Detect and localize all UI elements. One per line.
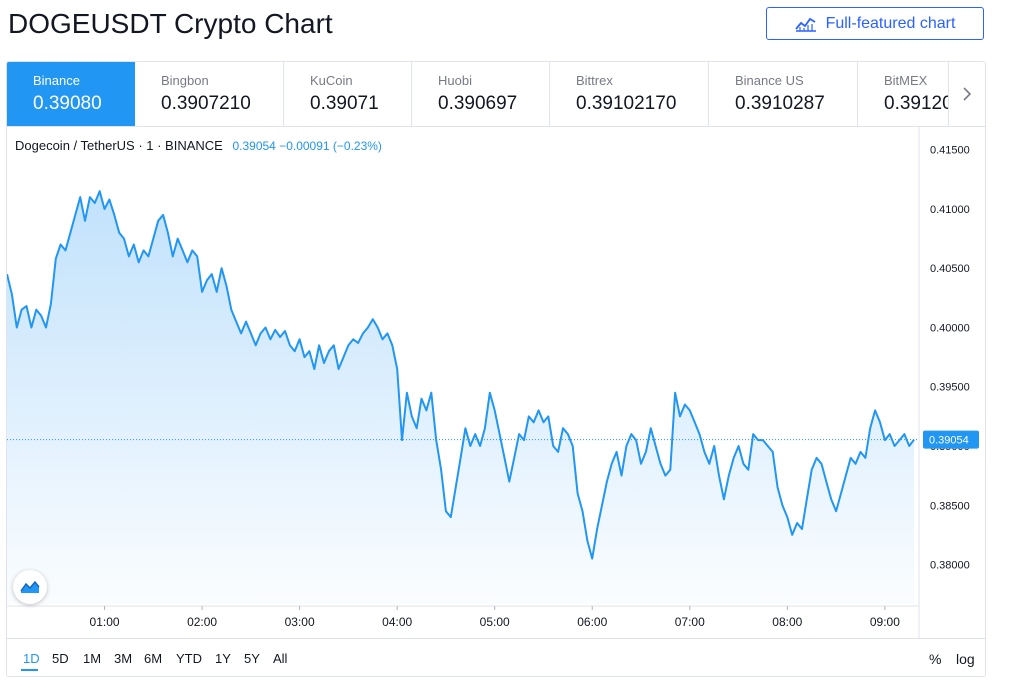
range-1y[interactable]: 1Y xyxy=(215,651,231,666)
exchange-tab-bittrex[interactable]: Bittrex 0.39102170 xyxy=(550,62,709,126)
price-tick-label: 0.39500 xyxy=(930,382,970,394)
range-active-indicator xyxy=(21,669,38,671)
time-tick-label: 09:00 xyxy=(870,615,900,629)
chevron-right-icon xyxy=(963,87,972,101)
log-scale-toggle[interactable]: log xyxy=(956,651,975,667)
exchange-tab-bitmex[interactable]: BitMEX 0.39120 xyxy=(858,62,985,126)
time-tick-label: 05:00 xyxy=(480,615,510,629)
range-all[interactable]: All xyxy=(273,651,288,666)
exchange-price: 0.39080 xyxy=(33,93,102,114)
chart-legend: Dogecoin / TetherUS · 1 · BINANCE 0.3905… xyxy=(15,138,382,153)
percent-scale-toggle[interactable]: % xyxy=(929,651,942,667)
exchange-name: Huobi xyxy=(438,73,472,88)
price-chart[interactable]: 0.41500 0.41000 0.40500 0.40000 0.39500 0.390… xyxy=(7,126,985,638)
exchange-price: 0.3907210 xyxy=(161,93,251,114)
symbol-description: Dogecoin / TetherUS · 1 · BINANCE xyxy=(15,138,223,153)
range-3m[interactable]: 3M xyxy=(114,651,133,666)
time-tick-label: 07:00 xyxy=(675,615,705,629)
time-axis[interactable]: 01:00 02:00 03:00 04:00 05:00 06:00 07:00 08:00… xyxy=(90,606,901,629)
exchange-tab-huobi[interactable]: Huobi 0.390697 xyxy=(412,62,550,126)
exchange-name: KuCoin xyxy=(310,73,353,88)
time-tick-label: 08:00 xyxy=(772,615,802,629)
time-tick-label: 01:00 xyxy=(90,615,120,629)
exchange-price: 0.39071 xyxy=(310,93,379,114)
range-5y[interactable]: 5Y xyxy=(244,651,260,666)
price-line xyxy=(7,190,915,560)
last-price-label: 0.39054 xyxy=(923,430,979,449)
exchange-name: BitMEX xyxy=(884,73,928,88)
quote-change: 0.39054 −0.00091 (−0.23%) xyxy=(232,139,382,153)
tradingview-logo-button[interactable] xyxy=(13,570,47,604)
exchange-price: 0.39102170 xyxy=(576,93,677,114)
exchange-price: 0.390697 xyxy=(438,93,518,114)
exchange-name: Binance xyxy=(33,73,80,88)
exchange-price: 0.39120 xyxy=(884,93,953,114)
range-6m[interactable]: 6M xyxy=(144,651,163,666)
range-1d[interactable]: 1D xyxy=(23,651,40,666)
price-tick-label: 0.41000 xyxy=(930,204,970,216)
page-title: DOGEUSDT Crypto Chart xyxy=(8,8,333,39)
exchange-tab-binance-us[interactable]: Binance US 0.3910287 xyxy=(709,62,858,126)
price-tick-label: 0.40000 xyxy=(930,322,970,334)
full-featured-chart-button[interactable]: Full-featured chart xyxy=(766,7,984,40)
full-featured-chart-label: Full-featured chart xyxy=(825,14,956,32)
price-axis[interactable]: 0.41500 0.41000 0.40500 0.40000 0.39500 0.390… xyxy=(930,145,970,572)
price-tick-label: 0.38000 xyxy=(930,560,970,572)
time-tick-label: 04:00 xyxy=(382,615,412,629)
chart-widget: Binance 0.39080 Bingbon 0.3907210 KuCoin… xyxy=(6,61,986,677)
range-ytd[interactable]: YTD xyxy=(176,651,202,666)
exchange-price: 0.3910287 xyxy=(735,93,825,114)
exchange-tab-bingbon[interactable]: Bingbon 0.3907210 xyxy=(135,62,284,126)
last-price-text: 0.39054 xyxy=(929,435,969,447)
exchange-name: Binance US xyxy=(735,73,804,88)
time-tick-label: 02:00 xyxy=(187,615,217,629)
chart-line-icon xyxy=(794,17,816,32)
tradingview-logo-icon xyxy=(20,580,40,593)
exchange-tab-kucoin[interactable]: KuCoin 0.39071 xyxy=(284,62,412,126)
exchange-name: Bingbon xyxy=(161,73,209,88)
range-toolbar: 1D 5D 1M 3M 6M YTD 1Y 5Y All % log xyxy=(7,638,985,676)
time-tick-label: 03:00 xyxy=(285,615,315,629)
price-tick-label: 0.38500 xyxy=(930,500,970,512)
range-5d[interactable]: 5D xyxy=(52,651,69,666)
exchange-name: Bittrex xyxy=(576,73,613,88)
price-area-fill xyxy=(7,191,915,604)
price-tick-label: 0.40500 xyxy=(930,263,970,275)
price-tick-label: 0.41500 xyxy=(930,145,970,157)
tabs-scroll-right-button[interactable] xyxy=(948,62,985,126)
exchange-tabs: Binance 0.39080 Bingbon 0.3907210 KuCoin… xyxy=(7,62,985,127)
range-1m[interactable]: 1M xyxy=(83,651,102,666)
time-tick-label: 06:00 xyxy=(577,615,607,629)
exchange-tab-binance[interactable]: Binance 0.39080 xyxy=(7,62,135,126)
